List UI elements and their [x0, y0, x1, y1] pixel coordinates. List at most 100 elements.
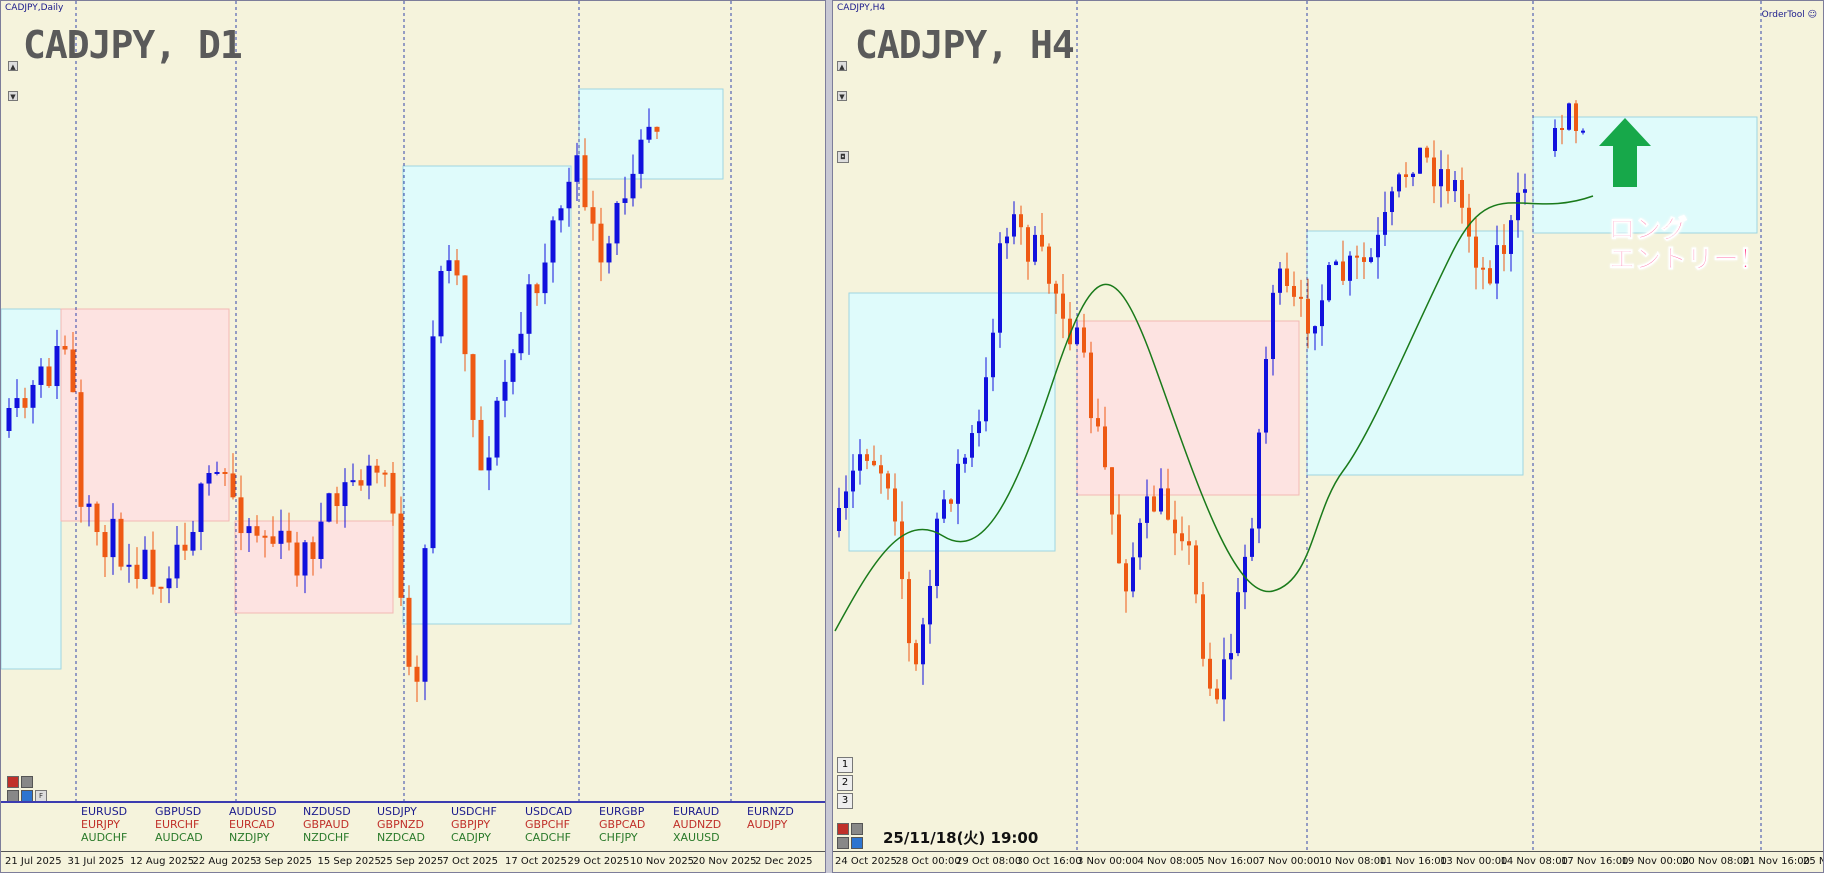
chart-shift-icon[interactable]: ◘	[837, 151, 849, 163]
symbol-link[interactable]: CADJPY	[451, 831, 492, 844]
candle-body	[844, 491, 848, 509]
zone-blue	[848, 292, 1056, 552]
h4-chart-window[interactable]: CADJPY,H4 CADJPY, H4 OrderTool ☺ ▲ ▼ ◘ ロ…	[832, 0, 1824, 873]
symbol-selector-bar: EURUSD EURJPY AUDCHF GBPUSD EURCHF AUDCAD AUDU…	[1, 801, 825, 852]
candle-body	[470, 354, 476, 420]
candle-body	[542, 262, 548, 294]
symbol-link[interactable]: EURCHF	[155, 818, 200, 831]
candle-body	[1250, 528, 1254, 557]
symbol-column: GBPUSD EURCHF AUDCAD	[155, 805, 203, 844]
symbol-link[interactable]: NZDCAD	[377, 831, 425, 844]
candle-body	[526, 284, 532, 334]
symbol-link[interactable]: USDJPY	[377, 805, 417, 818]
candle-body	[1567, 103, 1571, 130]
symbol-link[interactable]: NZDCHF	[303, 831, 350, 844]
candle-body	[879, 465, 883, 474]
candle-body	[1341, 261, 1345, 281]
timeframe-button-2[interactable]: 2	[837, 775, 853, 791]
daily-chart-window[interactable]: CADJPY,Daily CADJPY, D1 ▲ ▼ F EURUSD EURJ…	[0, 0, 826, 873]
candle-body	[1355, 255, 1359, 258]
info-icon[interactable]	[851, 837, 863, 849]
candle-body	[872, 460, 876, 466]
symbol-link[interactable]: NZDJPY	[229, 831, 270, 844]
settings-icon[interactable]	[837, 837, 849, 849]
symbol-link[interactable]: AUDCAD	[155, 831, 203, 844]
candle-body	[1553, 128, 1557, 151]
time-axis-label: 5 Nov 16:00	[1198, 856, 1260, 867]
symbol-link[interactable]: EURJPY	[81, 818, 120, 831]
symbol-link[interactable]: CADCHF	[525, 831, 571, 844]
symbol-link[interactable]: AUDCHF	[81, 831, 128, 844]
symbol-link[interactable]: NZDUSD	[303, 805, 351, 818]
candle-body	[606, 243, 612, 263]
scroll-up-button[interactable]: ▲	[837, 61, 847, 71]
scroll-up-button[interactable]: ▲	[8, 61, 18, 71]
symbol-link[interactable]: AUDNZD	[673, 818, 722, 831]
candle-body	[1425, 147, 1429, 158]
candle-body	[518, 333, 524, 354]
candle-body	[1313, 326, 1317, 334]
candle-body	[991, 332, 995, 378]
candle-body	[310, 542, 316, 559]
time-axis-label: 2 Dec 2025	[755, 856, 813, 867]
window-separator[interactable]	[826, 0, 832, 873]
timeframe-button-1[interactable]: 1	[837, 757, 853, 773]
symbol-column: USDJPY GBPNZD NZDCAD	[377, 805, 425, 844]
symbol-link[interactable]: USDCAD	[525, 805, 573, 818]
candle-body	[238, 497, 244, 534]
symbol-link[interactable]: AUDUSD	[229, 805, 277, 818]
candle-body	[1278, 268, 1282, 293]
symbol-link[interactable]: GBPCAD	[599, 818, 646, 831]
candle-body	[1574, 103, 1578, 131]
candle-body	[1306, 298, 1310, 334]
candle-body	[1026, 227, 1030, 262]
timeframe-button-3[interactable]: 3	[837, 793, 853, 809]
order-tool-label[interactable]: OrderTool ☺	[1762, 10, 1817, 20]
symbol-link[interactable]: EURUSD	[81, 805, 128, 818]
candle-body	[214, 471, 220, 474]
annotation-line-1: ロング	[1608, 215, 1688, 246]
candle-body	[1383, 212, 1387, 235]
symbol-link[interactable]: XAUUSD	[673, 831, 720, 844]
symbol-link[interactable]: GBPAUD	[303, 818, 350, 831]
candle-body	[118, 518, 124, 567]
candle-body	[398, 513, 404, 598]
candle-body	[1560, 128, 1564, 131]
symbol-link[interactable]: EURAUD	[673, 805, 720, 818]
minimize-panel-button[interactable]	[851, 823, 863, 835]
candle-body	[935, 518, 939, 586]
h4-price-chart[interactable]	[833, 1, 1824, 873]
daily-price-chart[interactable]	[1, 1, 826, 873]
symbol-link[interactable]: GBPJPY	[451, 818, 491, 831]
candle-body	[893, 488, 897, 522]
minimize-panel-button[interactable]	[21, 776, 33, 788]
symbol-link[interactable]: EURGBP	[599, 805, 645, 818]
candle-body	[38, 366, 44, 385]
symbol-link[interactable]: AUDJPY	[747, 818, 788, 831]
symbol-link[interactable]: GBPUSD	[155, 805, 202, 818]
candle-body	[1285, 268, 1289, 286]
scroll-down-button[interactable]: ▼	[8, 91, 18, 101]
time-axis-label: 12 Aug 2025	[130, 856, 195, 867]
scroll-down-button[interactable]: ▼	[837, 91, 847, 101]
symbol-link[interactable]: GBPNZD	[377, 818, 424, 831]
time-axis-label: 3 Nov 00:00	[1077, 856, 1139, 867]
symbol-link[interactable]: CHFJPY	[599, 831, 638, 844]
close-trade-button[interactable]	[7, 776, 19, 788]
candle-body	[914, 643, 918, 665]
candle-body	[206, 473, 212, 484]
candle-body	[1369, 257, 1373, 262]
candle-body	[1145, 496, 1149, 523]
candle-body	[970, 433, 974, 458]
symbol-link[interactable]: EURNZD	[747, 805, 794, 818]
candle-body	[1005, 236, 1009, 244]
close-trade-button[interactable]	[837, 823, 849, 835]
candle-body	[1397, 174, 1401, 192]
symbol-link[interactable]: USDCHF	[451, 805, 497, 818]
candle-body	[326, 493, 332, 522]
symbol-column: USDCHF GBPJPY CADJPY	[451, 805, 497, 844]
symbol-link[interactable]: EURCAD	[229, 818, 275, 831]
time-axis-label: 13 Nov 00:00	[1440, 856, 1508, 867]
symbol-link[interactable]: GBPCHF	[525, 818, 570, 831]
time-axis-label: 29 Oct 08:00	[956, 856, 1022, 867]
